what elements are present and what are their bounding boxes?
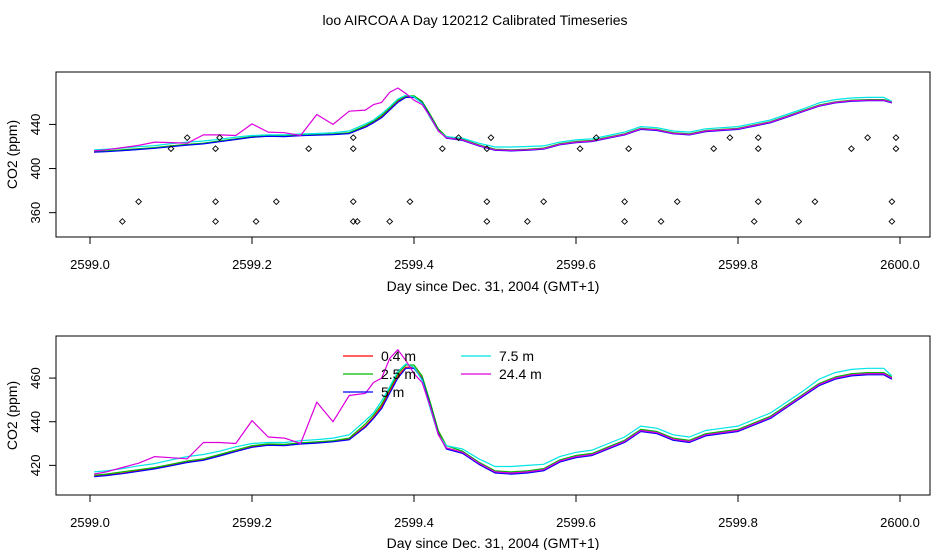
legend-label: 5 m	[381, 384, 404, 400]
top-series-line-2	[94, 96, 893, 153]
top-data-marker	[892, 145, 900, 153]
top-data-marker	[754, 145, 762, 153]
top-y-tick-label: 440	[28, 114, 43, 136]
top-data-marker	[487, 134, 495, 142]
top-data-marker	[576, 145, 584, 153]
top-data-marker	[349, 145, 357, 153]
top-data-marker	[754, 198, 762, 206]
top-data-marker	[272, 198, 280, 206]
top-series-line-4	[94, 87, 893, 152]
top-data-marker	[353, 218, 361, 225]
top-data-marker	[621, 198, 629, 206]
top-data-marker	[349, 134, 357, 142]
top-x-tick-label: 2599.6	[556, 257, 596, 272]
top-series-line-0	[94, 96, 893, 153]
top-data-marker	[754, 134, 762, 142]
top-data-marker	[795, 218, 803, 225]
top-data-marker	[118, 218, 126, 225]
top-data-marker	[625, 145, 633, 153]
bottom-series-line-4	[93, 349, 893, 475]
top-plot-frame	[55, 71, 931, 238]
top-data-marker	[406, 198, 414, 206]
top-data-marker	[167, 145, 175, 153]
top-data-marker	[212, 198, 219, 206]
top-x-tick-label: 2599.4	[394, 257, 434, 272]
bottom-x-tick-label: 2599.2	[232, 515, 272, 530]
top-data-marker	[888, 198, 896, 206]
top-data-marker	[349, 218, 357, 225]
top-y-axis-label: CO2 (ppm)	[4, 120, 20, 189]
top-data-marker	[212, 218, 219, 225]
legend-label: 24.4 m	[499, 366, 542, 382]
bottom-series-line-0	[94, 366, 893, 477]
top-data-marker	[540, 198, 548, 206]
bottom-plot-frame	[55, 335, 931, 496]
bottom-y-tick-label: 440	[28, 411, 43, 433]
bottom-x-tick-label: 2599.0	[70, 515, 110, 530]
top-data-marker	[212, 145, 219, 153]
top-data-marker	[750, 218, 758, 225]
bottom-x-tick-label: 2599.6	[556, 515, 596, 530]
top-data-marker	[657, 218, 665, 225]
bottom-series-line-3	[94, 363, 893, 473]
top-data-marker	[726, 134, 734, 142]
top-data-marker	[621, 218, 629, 225]
top-panel: 2599.0 2599.2 2599.4 2599.6 2599.8 2600.0 360 4…	[4, 71, 931, 294]
top-data-marker	[864, 134, 872, 142]
top-x-tick-label: 2599.8	[718, 257, 758, 272]
bottom-series-line-2	[94, 367, 893, 478]
top-data-marker	[252, 218, 260, 225]
figure-title: loo AIRCOA A Day 120212 Calibrated Times…	[322, 12, 627, 28]
top-x-tick-label: 2599.0	[70, 257, 110, 272]
bottom-x-tick-label: 2599.4	[394, 515, 434, 530]
bottom-panel: 2599.0 2599.2 2599.4 2599.6 2599.8 2600.0 420 4…	[4, 335, 931, 550]
top-data-marker	[888, 218, 896, 225]
top-data-marker	[592, 134, 600, 142]
top-data-marker	[386, 218, 394, 225]
top-series-line-3	[94, 94, 893, 151]
top-x-axis-label: Day since Dec. 31, 2004 (GMT+1)	[387, 278, 600, 294]
bottom-y-axis-label: CO2 (ppm)	[4, 381, 20, 450]
top-x-tick-label: 2599.2	[232, 257, 272, 272]
top-data-marker	[438, 145, 446, 153]
bottom-y-tick-label: 420	[28, 455, 43, 477]
top-data-marker	[847, 145, 855, 153]
top-y-tick-label: 360	[28, 202, 43, 224]
legend-label: 7.5 m	[499, 348, 534, 364]
top-data-marker	[349, 198, 357, 206]
legend-label: 0.4 m	[381, 348, 416, 364]
top-data-marker	[673, 198, 681, 206]
top-data-marker	[710, 145, 718, 153]
bottom-x-axis-label: Day since Dec. 31, 2004 (GMT+1)	[387, 535, 600, 550]
bottom-x-tick-label: 2599.8	[718, 515, 758, 530]
top-data-marker	[483, 198, 491, 206]
top-y-tick-label: 400	[28, 158, 43, 180]
bottom-series-line-1	[94, 364, 893, 476]
top-x-tick-label: 2600.0	[880, 257, 920, 272]
bottom-x-tick-label: 2600.0	[880, 515, 920, 530]
bottom-y-tick-label: 460	[28, 367, 43, 389]
top-data-marker	[483, 218, 491, 225]
top-data-marker	[892, 134, 900, 142]
top-data-marker	[135, 198, 143, 206]
top-data-marker	[216, 134, 224, 142]
top-data-marker	[523, 218, 531, 225]
top-data-marker	[183, 134, 191, 142]
legend-label: 2.5 m	[381, 366, 416, 382]
top-data-marker	[811, 198, 819, 206]
top-data-marker	[305, 145, 313, 153]
top-data-marker	[455, 134, 462, 142]
top-data-marker	[483, 145, 491, 153]
